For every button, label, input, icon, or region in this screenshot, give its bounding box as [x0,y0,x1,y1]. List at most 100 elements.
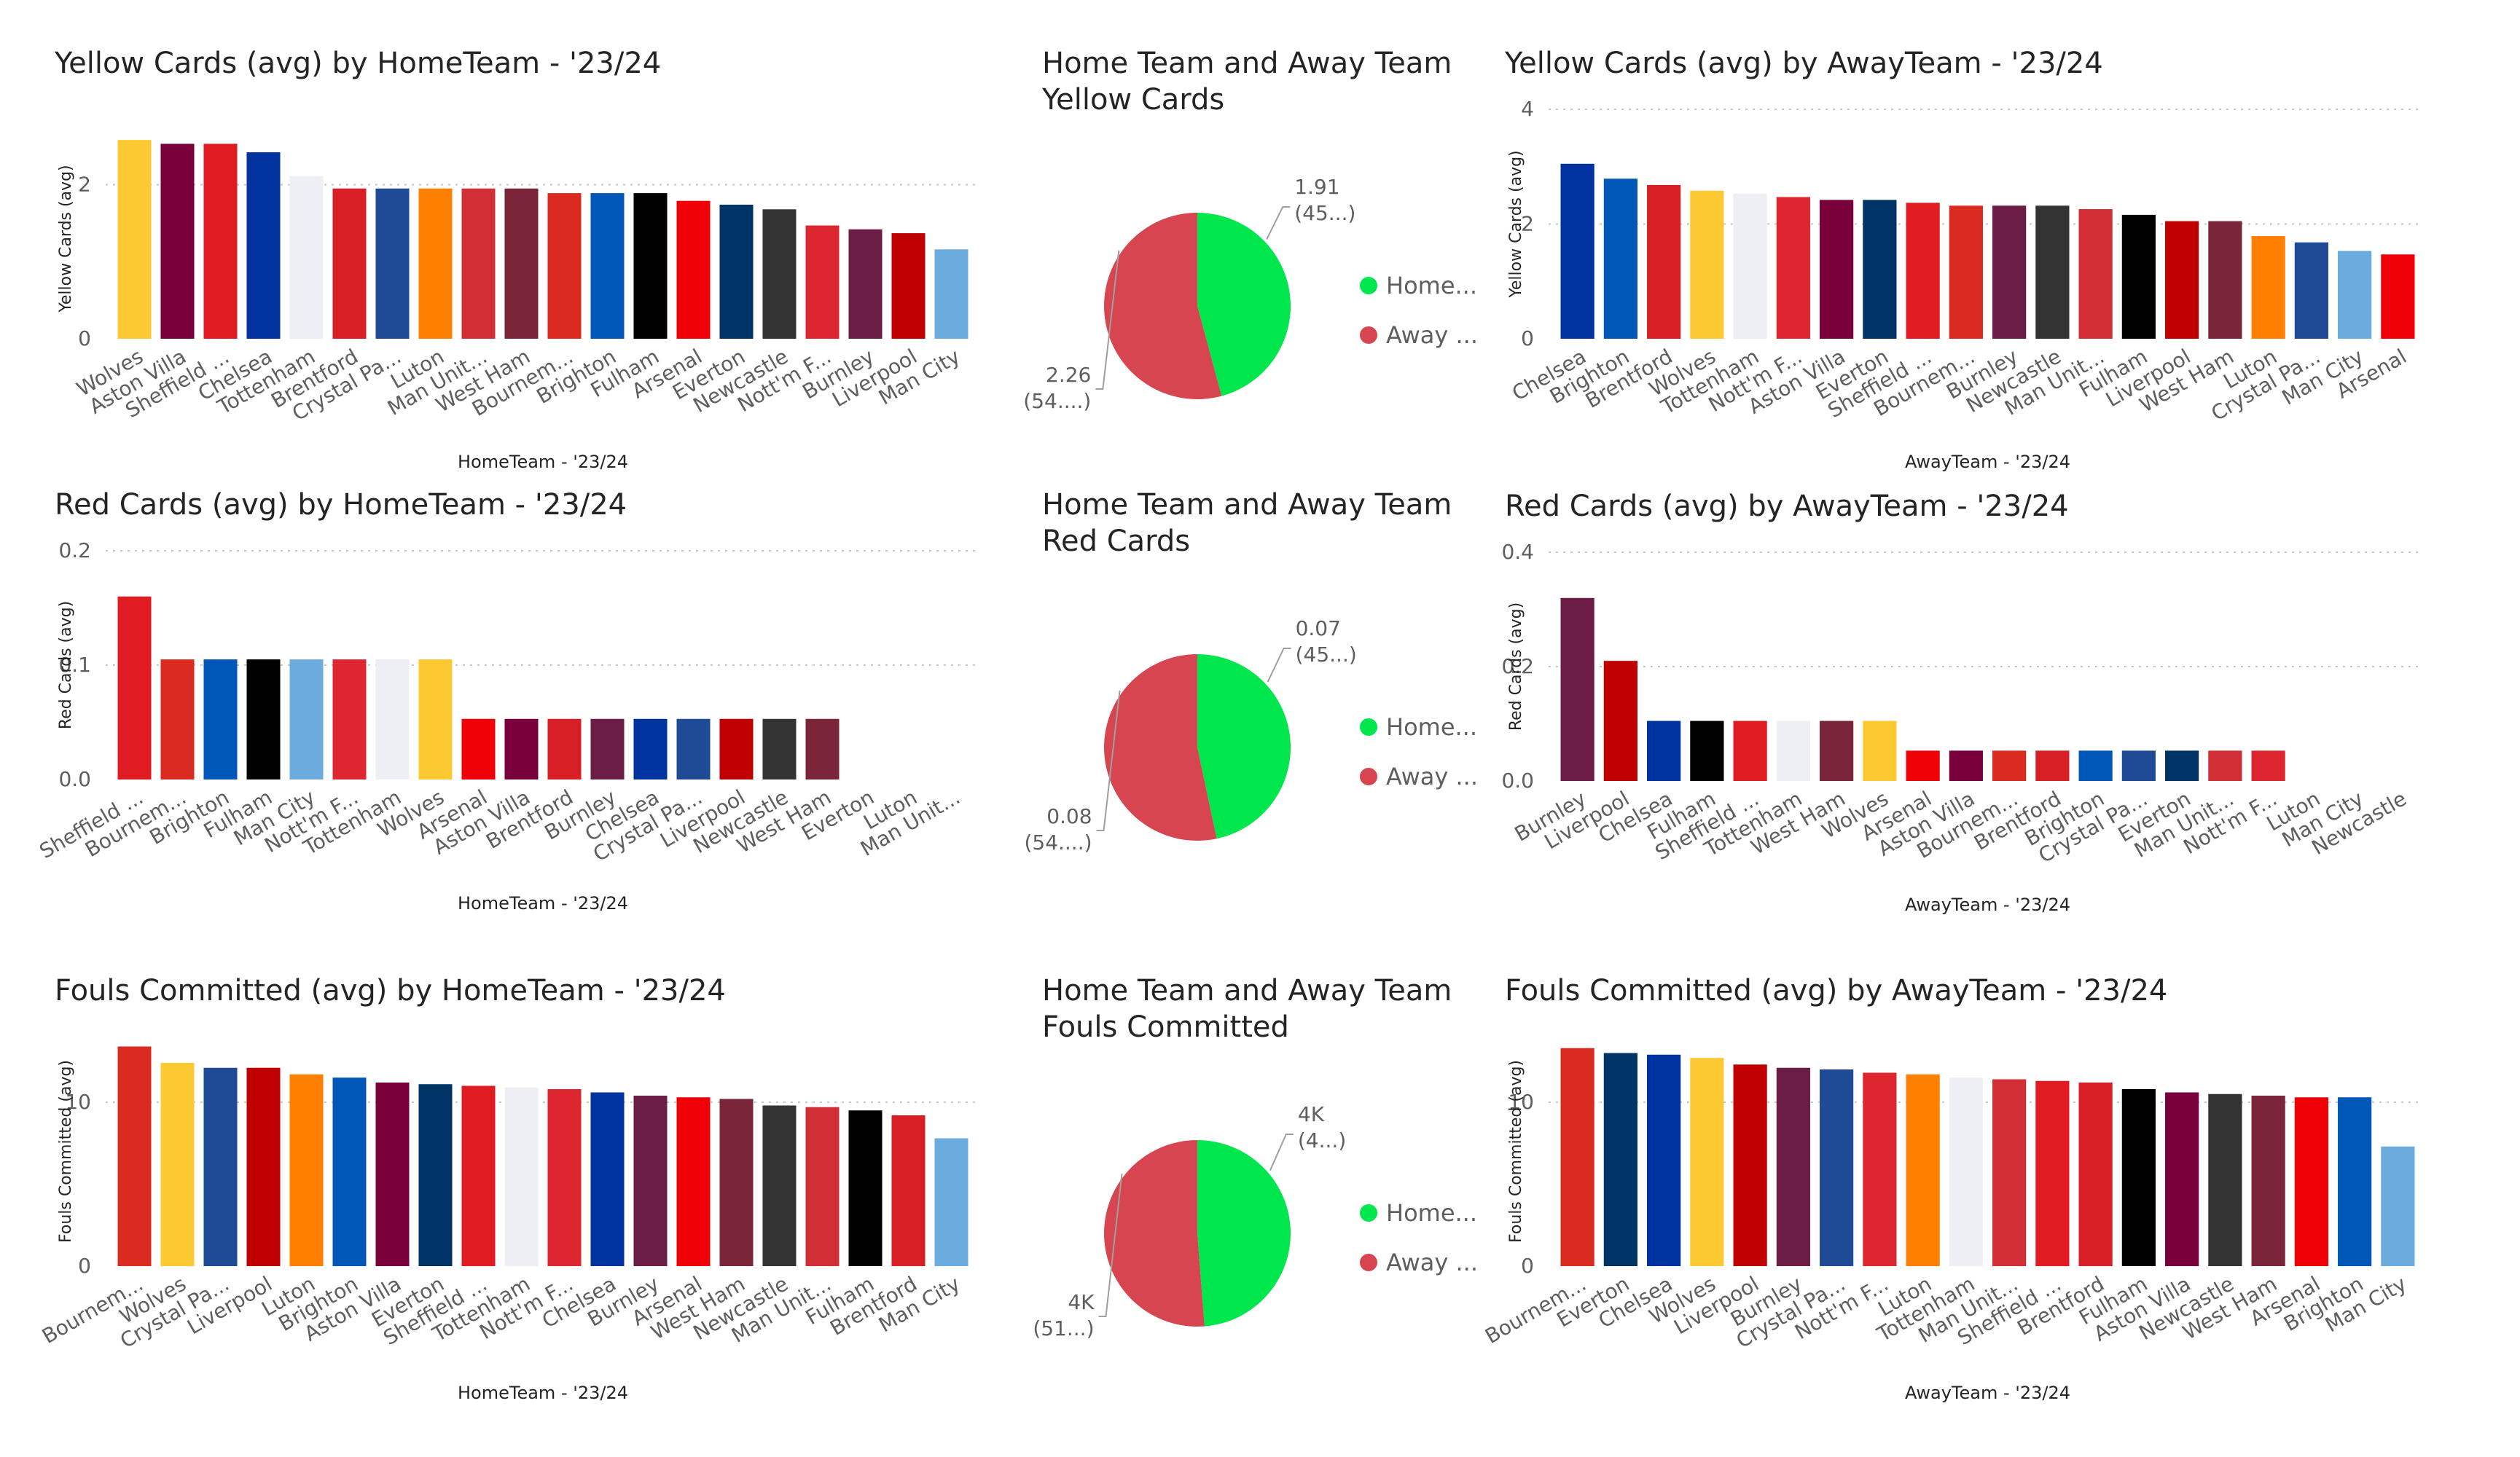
bar-man-unit[interactable] [461,188,496,339]
legend-marker-away[interactable] [1360,1254,1377,1271]
bar-tottenham[interactable] [289,176,324,339]
bar-liverpool[interactable] [891,233,926,339]
bar-brentford[interactable] [2035,750,2070,781]
bar-west-ham[interactable] [719,1099,754,1267]
bar-fulham[interactable] [633,193,668,339]
bar-luton[interactable] [2251,236,2285,339]
bar-wolves[interactable] [1690,190,1724,339]
bar-sheffield[interactable] [117,596,152,779]
bar-nott-m-f[interactable] [2251,750,2285,781]
bar-chart-panel-3[interactable]: Red Cards (avg) by HomeTeam - '23/24 [55,487,1031,924]
pie-chart-panel-7[interactable]: Home Team and Away Team Fouls Committed [1042,973,1494,1381]
bar-wolves[interactable] [418,659,453,779]
bar-newcastle[interactable] [2035,205,2070,339]
bar-man-city[interactable] [2381,1146,2415,1266]
bar-chart-panel-2[interactable]: Yellow Cards (avg) by AwayTeam - '23/24 [1505,45,2485,482]
bar-aston-villa[interactable] [375,1083,410,1266]
bar-man-unit[interactable] [1992,1079,2027,1267]
bar-brighton[interactable] [590,193,625,339]
bar-wolves[interactable] [1863,720,1897,781]
bar-man-unit[interactable] [2208,750,2242,781]
bar-burnley[interactable] [1560,597,1594,781]
bar-crystal-pa[interactable] [2121,750,2156,781]
bar-luton[interactable] [289,1074,324,1266]
bar-nott-m-f[interactable] [332,659,367,779]
bar-tottenham[interactable] [375,659,410,779]
bar-luton[interactable] [418,188,453,339]
bar-burnley[interactable] [590,718,625,779]
bar-everton[interactable] [1603,1053,1637,1267]
legend-marker-away[interactable] [1360,768,1377,785]
bar-west-ham[interactable] [805,718,840,779]
bar-chart-panel-0[interactable]: Yellow Cards (avg) by HomeTeam - '23/24 [55,45,1031,482]
legend-label-home[interactable]: Home... [1386,1199,1477,1227]
bar-man-unit[interactable] [805,1107,840,1266]
bar-nott-m-f[interactable] [805,225,840,339]
bar-crystal-pa[interactable] [203,1067,238,1266]
bar-man-city[interactable] [934,1138,969,1267]
bar-sheffield[interactable] [203,144,238,339]
bar-burnley[interactable] [1992,205,2027,339]
legend-label-away[interactable]: Away ... [1386,321,1478,349]
bar-sheffield[interactable] [2035,1080,2070,1266]
bar-everton[interactable] [418,1084,453,1266]
bar-chelsea[interactable] [633,718,668,779]
bar-crystal-pa[interactable] [1820,1069,1854,1266]
bar-brentford[interactable] [1647,184,1681,339]
bar-tottenham[interactable] [504,1087,539,1266]
bar-west-ham[interactable] [1820,720,1854,781]
bar-chart-panel-8[interactable]: Fouls Committed (avg) by AwayTeam - '23/… [1505,973,2485,1413]
legend-marker-home[interactable] [1360,277,1377,294]
bar-everton[interactable] [1863,200,1897,339]
bar-brentford[interactable] [332,188,367,339]
bar-tottenham[interactable] [1776,720,1810,781]
bar-wolves[interactable] [1690,1058,1724,1266]
bar-aston-villa[interactable] [160,144,195,339]
bar-wolves[interactable] [160,1063,195,1266]
bar-aston-villa[interactable] [1820,200,1854,339]
legend-label-home[interactable]: Home... [1386,272,1477,299]
bar-fulham[interactable] [246,659,281,779]
bar-newcastle[interactable] [762,209,797,339]
bar-newcastle[interactable] [762,718,797,779]
bar-arsenal[interactable] [2294,1097,2328,1266]
bar-crystal-pa[interactable] [375,188,410,339]
bar-brentford[interactable] [547,718,582,779]
bar-nott-m-f[interactable] [547,1089,582,1266]
bar-burnley[interactable] [848,229,883,339]
bar-west-ham[interactable] [504,188,539,339]
bar-everton[interactable] [719,204,754,339]
bar-liverpool[interactable] [719,718,754,779]
pie-chart-panel-1[interactable]: Home Team and Away Team Yellow Cards [1042,45,1494,453]
bar-bournem[interactable] [117,1046,152,1267]
bar-luton[interactable] [1906,1074,1940,1266]
bar-sheffield[interactable] [1906,203,1940,339]
legend-label-away[interactable]: Away ... [1386,1249,1478,1276]
bar-everton[interactable] [2165,750,2199,781]
bar-bournem[interactable] [1949,205,1983,339]
bar-bournem[interactable] [1992,750,2027,781]
bar-newcastle[interactable] [762,1105,797,1267]
bar-tottenham[interactable] [1949,1077,1983,1266]
legend-label-away[interactable]: Away ... [1386,763,1478,790]
bar-arsenal[interactable] [461,718,496,779]
bar-burnley[interactable] [1776,1067,1810,1266]
bar-bournem[interactable] [547,193,582,339]
bar-brighton[interactable] [2078,750,2113,781]
bar-brighton[interactable] [332,1077,367,1266]
bar-man-city[interactable] [934,249,969,339]
bar-aston-villa[interactable] [504,718,539,779]
bar-west-ham[interactable] [2251,1096,2285,1266]
bar-fulham[interactable] [1690,720,1724,781]
bar-brighton[interactable] [2338,1097,2372,1266]
bar-man-city[interactable] [289,659,324,779]
bar-chelsea[interactable] [1647,720,1681,781]
pie-slice-away[interactable] [1103,1140,1205,1327]
bar-brentford[interactable] [2078,1083,2113,1266]
bar-chelsea[interactable] [1560,163,1594,339]
bar-chelsea[interactable] [246,152,281,339]
bar-crystal-pa[interactable] [2294,242,2328,339]
bar-arsenal[interactable] [676,200,711,339]
bar-bournem[interactable] [1560,1048,1594,1266]
bar-chart-panel-5[interactable]: Red Cards (avg) by AwayTeam - '23/24 [1505,488,2485,925]
